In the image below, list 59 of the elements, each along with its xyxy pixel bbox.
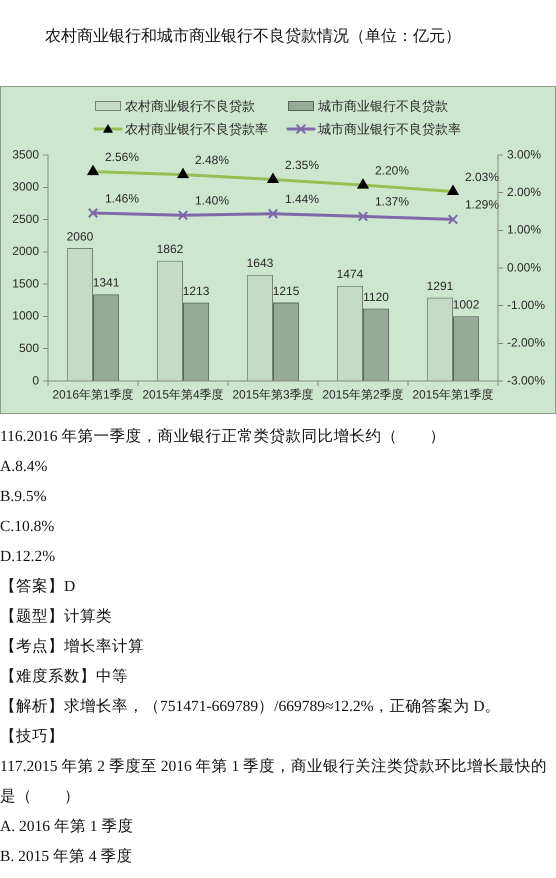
data-label: 1.29% <box>465 198 500 212</box>
y-tick-label: 2500 <box>12 212 40 226</box>
data-label: 1002 <box>452 298 480 312</box>
x-tick-label: 2015年第1季度 <box>412 388 494 402</box>
data-label: 1213 <box>182 284 210 298</box>
legend-label: 城市商业银行不良贷款 <box>317 98 448 114</box>
text: 117.2015 年第 2 季度至 2016 年第 1 季度，商业银行关注类贷款环比增长最快的是（ ） <box>0 757 548 807</box>
text: 【难度系数】中等 <box>0 667 129 687</box>
data-label: 1291 <box>426 278 454 293</box>
data-label: 1341 <box>92 276 120 290</box>
y-tick-label: 3000 <box>12 180 40 194</box>
y-tick-label: 2000 <box>12 244 40 258</box>
y-tick-label: 1500 <box>12 276 40 290</box>
chart-title: 农村商业银行和城市商业银行不良贷款情况（单位：亿元） <box>45 27 461 47</box>
text: 【技巧】 <box>0 727 65 747</box>
y-tick-label: 1000 <box>12 308 40 323</box>
data-label: 1474 <box>336 267 364 282</box>
text: 【题型】计算类 <box>0 607 113 627</box>
data-label: 2060 <box>66 229 94 244</box>
legend-label: 农村商业银行不良贷款 <box>125 98 255 114</box>
text: 【答案】D <box>0 576 76 597</box>
data-label: 1215 <box>272 284 300 298</box>
text: B. 2015 年第 4 季度 <box>0 847 134 867</box>
data-label: 1120 <box>363 290 390 304</box>
data-label: 1.44% <box>285 192 320 206</box>
y-tick-label: 0 <box>32 373 40 388</box>
data-label: 1.46% <box>105 191 140 206</box>
data-label: 1.37% <box>375 194 410 209</box>
x-tick-label: 2015年第3季度 <box>232 388 314 402</box>
x-tick-label: 2016年第1季度 <box>52 388 134 402</box>
data-label: 1643 <box>246 256 274 270</box>
text: D.12.2% <box>0 547 56 567</box>
legend-label: 城市商业银行不良贷款率 <box>317 122 461 137</box>
x-tick-label: 2015年第2季度 <box>322 388 404 402</box>
data-label: 2.35% <box>285 158 320 172</box>
text: 【考点】增长率计算 <box>0 637 145 657</box>
y2-tick-label: 2.00% <box>507 184 542 199</box>
text: C.10.8% <box>0 517 56 537</box>
text: 116.2016 年第一季度，商业银行正常类贷款同比增长约（ ） <box>0 427 446 447</box>
y2-tick-label: 1.00% <box>507 222 542 237</box>
y-tick-label: 500 <box>18 341 40 356</box>
text: A. 2016 年第 1 季度 <box>0 817 134 837</box>
data-label: 2.56% <box>105 150 140 164</box>
text: 【解析】求增长率，（751471-669789）/669789≈12.2%，正确答案为 D。 <box>0 696 502 717</box>
text: B.9.5% <box>0 487 48 507</box>
data-label: 2.20% <box>375 163 410 178</box>
text: A.8.4% <box>0 457 48 477</box>
y2-tick-label: 3.00% <box>507 147 542 162</box>
data-label: 2.48% <box>195 152 230 167</box>
data-label: 1862 <box>156 242 184 256</box>
y-tick-label: 3500 <box>12 147 40 162</box>
data-label: 2.03% <box>465 170 500 184</box>
y2-tick-label: 0.00% <box>507 260 542 274</box>
y2-tick-label: -2.00% <box>507 336 546 350</box>
legend-label: 农村商业银行不良贷款率 <box>125 122 268 137</box>
y2-tick-label: -1.00% <box>507 298 546 312</box>
x-tick-label: 2015年第4季度 <box>142 388 224 402</box>
y2-tick-label: -3.00% <box>507 373 546 388</box>
data-label: 1.40% <box>195 194 230 208</box>
